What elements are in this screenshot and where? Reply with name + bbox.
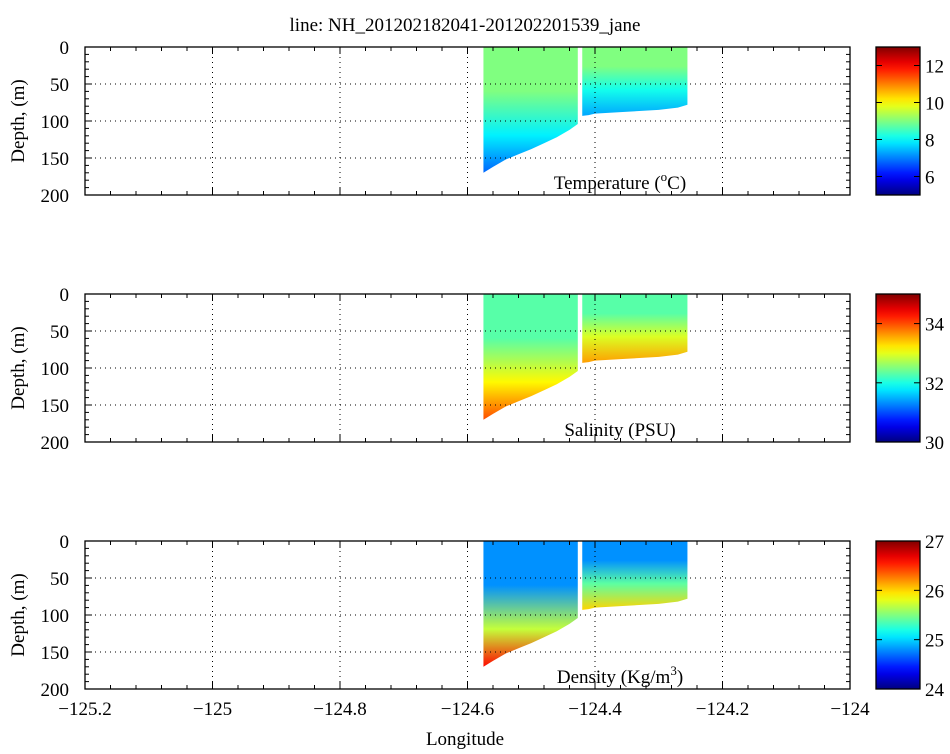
x-axis-label: Longitude	[426, 729, 504, 750]
variable-label: Density (Kg/m3)	[557, 663, 683, 688]
y-tick-label: 0	[60, 38, 70, 59]
colorbar-tick-label: 6	[925, 168, 935, 189]
colorbar-tick-label: 32	[925, 374, 944, 395]
colorbar: 24 25 26 27	[875, 532, 945, 701]
y-tick-label: 100	[41, 359, 70, 380]
x-tick-label: −125.2	[58, 699, 111, 720]
colorbar-tick-label: 12	[925, 57, 944, 78]
colorbar-tick-label: 25	[925, 631, 944, 652]
colorbar-tick-label: 8	[925, 131, 935, 152]
y-tick-label: 150	[41, 643, 70, 664]
y-axis-label: Depth, (m)	[8, 326, 29, 409]
colorbar-tick-label: 34	[925, 315, 945, 336]
colorbar: 6 8 10 12	[875, 46, 944, 196]
y-axis-label: Depth, (m)	[8, 573, 29, 656]
panel-temperature: 0 50 100 150 200 Depth, (m) Temperature (oC) 6 8…	[8, 38, 944, 207]
panel-salinity: 0 50 100 150 200 Depth, (m) Salinity (PSU) 30 32…	[8, 285, 945, 454]
section-inshore	[582, 47, 688, 116]
x-tick-label: −124.2	[696, 699, 749, 720]
section-offshore	[483, 47, 578, 173]
y-tick-label: 200	[41, 186, 70, 207]
y-tick-label: 100	[41, 112, 70, 133]
panel-density: 0 50 100 150 200−125.2 −125 −124.8 −124.6 −124.4…	[8, 532, 945, 720]
y-axis-label: Depth, (m)	[8, 79, 29, 162]
variable-label: Temperature (oC)	[554, 169, 686, 194]
x-tick-label: −124.4	[568, 699, 622, 720]
y-tick-label: 0	[60, 285, 70, 306]
y-tick-label: 150	[41, 396, 70, 417]
section-inshore	[582, 541, 688, 610]
section-offshore	[483, 541, 578, 667]
x-tick-label: −124.8	[313, 699, 366, 720]
figure-title: line: NH_201202182041-201202201539_jane	[290, 15, 641, 36]
colorbar-tick-label: 24	[925, 680, 945, 701]
y-tick-label: 100	[41, 606, 70, 627]
x-tick-label: −125	[193, 699, 232, 720]
y-tick-label: 150	[41, 149, 70, 170]
colorbar-bar	[875, 540, 921, 690]
y-tick-label: 50	[50, 75, 69, 96]
section-inshore	[582, 294, 688, 363]
y-tick-label: 200	[41, 433, 70, 454]
y-tick-label: 50	[50, 322, 69, 343]
colorbar-tick-label: 10	[925, 94, 944, 115]
x-tick-label: −124.6	[441, 699, 494, 720]
x-tick-label: −124	[830, 699, 870, 720]
colorbar-tick-label: 27	[925, 532, 944, 553]
colorbar-bar	[875, 293, 921, 443]
y-tick-label: 0	[60, 532, 70, 553]
colorbar: 30 32 34	[875, 293, 945, 454]
section-offshore	[483, 294, 578, 420]
y-tick-label: 200	[41, 680, 70, 701]
colorbar-bar	[875, 46, 921, 196]
y-tick-label: 50	[50, 569, 69, 590]
colorbar-tick-label: 30	[925, 433, 944, 454]
colorbar-tick-label: 26	[925, 581, 944, 602]
variable-label: Salinity (PSU)	[564, 420, 675, 441]
